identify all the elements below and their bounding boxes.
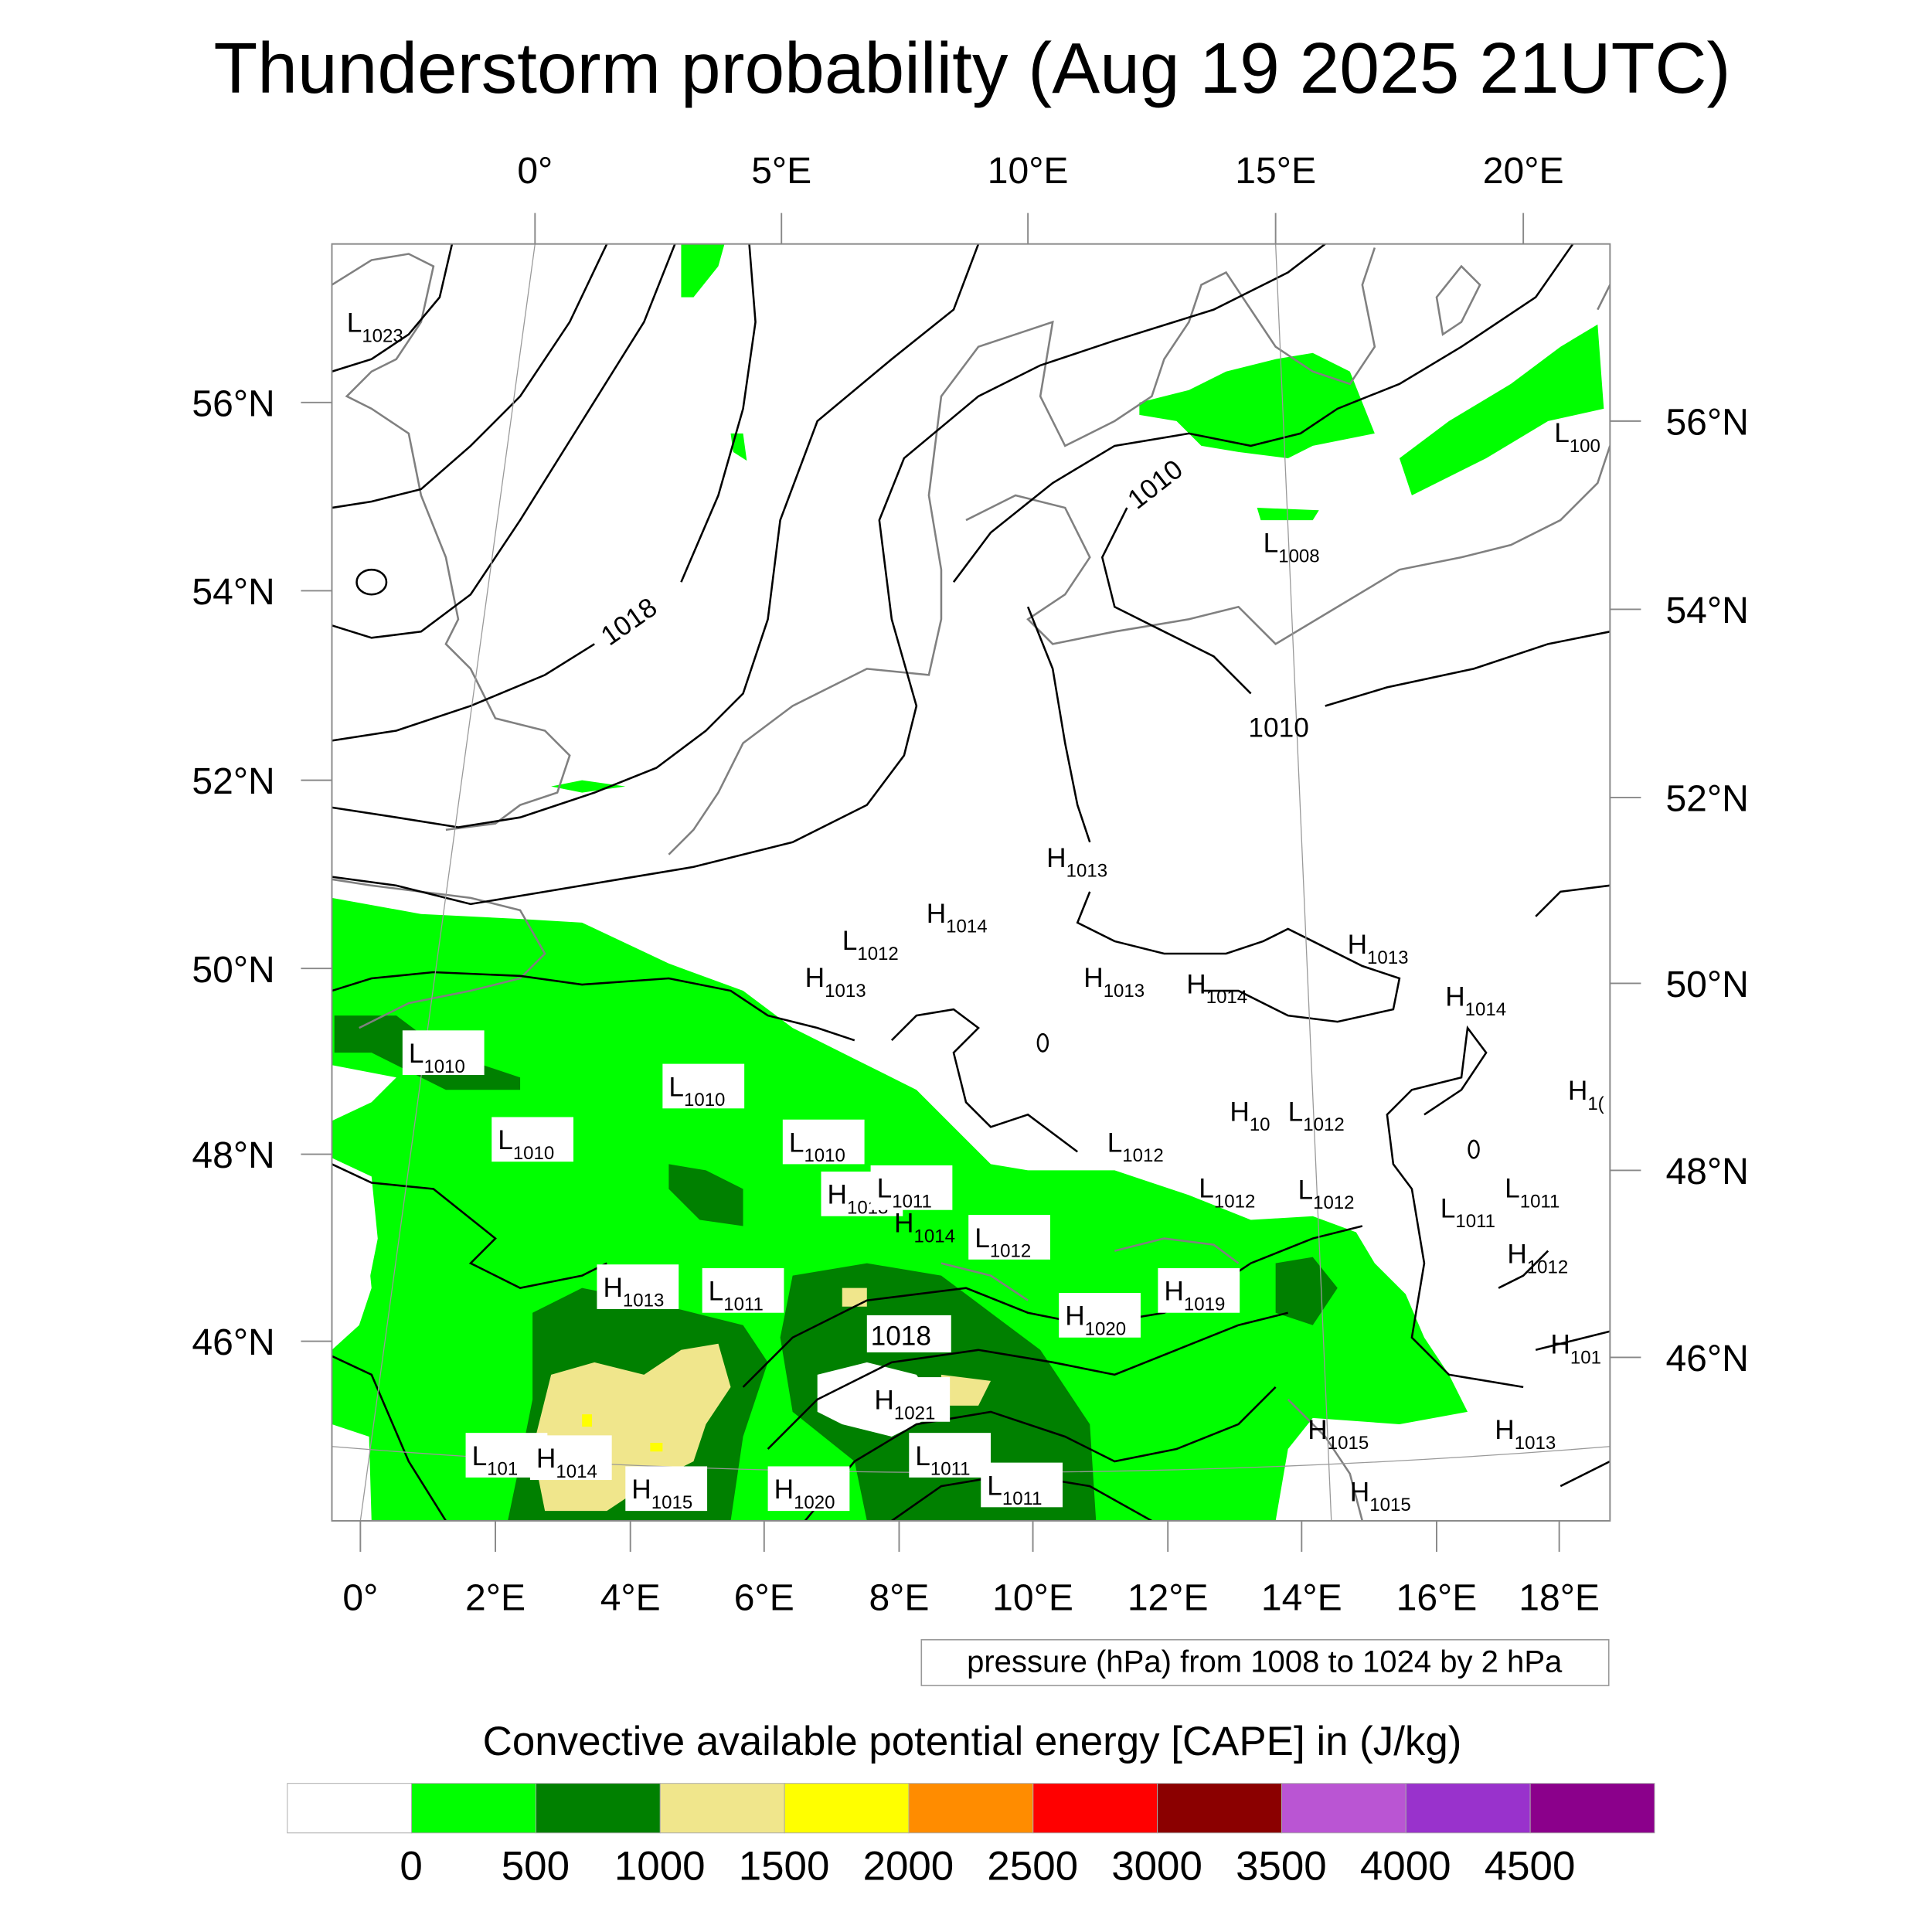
colorbar-swatch	[1405, 1783, 1531, 1834]
colorbar-swatch	[659, 1783, 785, 1834]
top-axis-label: 10°E	[988, 150, 1069, 192]
left-axis-label: 54°N	[192, 571, 274, 613]
low-pressure-label: L1012	[968, 1215, 1050, 1262]
right-axis-label: 48°N	[1665, 1151, 1748, 1192]
colorbar-swatch	[1529, 1783, 1655, 1834]
figure-title: Thunderstorm probability (Aug 19 2025 21…	[214, 28, 1731, 108]
top-axis-label: 0°	[517, 150, 553, 192]
bottom-axis-label: 14°E	[1261, 1577, 1342, 1618]
high-pressure-label: H1020	[767, 1466, 850, 1513]
colorbar-label: 500	[502, 1844, 570, 1889]
colorbar-label: 4500	[1485, 1844, 1576, 1889]
right-axis-label: 52°N	[1665, 778, 1748, 820]
colorbar-label: 1500	[739, 1844, 830, 1889]
contour-label: 1010	[1248, 713, 1308, 743]
colorbar-label: 0	[400, 1844, 422, 1889]
left-axis-label: 50°N	[192, 949, 274, 991]
axis-ticks	[301, 213, 1641, 1553]
svg-text:H1013: H1013	[1348, 930, 1409, 968]
isobars	[332, 243, 1611, 1521]
bottom-axis-label: 4°E	[600, 1577, 661, 1618]
low-pressure-label: L1011	[870, 1165, 953, 1213]
right-axis-label: 50°N	[1665, 964, 1748, 1005]
map-frame	[331, 243, 1611, 1522]
colorbar-label: 2000	[863, 1844, 954, 1889]
cape-region-1000-1500	[532, 1287, 992, 1512]
high-pressure-label: H1019	[1158, 1268, 1240, 1315]
bottom-axis-label: 18°E	[1519, 1577, 1600, 1618]
low-pressure-label: L1011	[909, 1433, 992, 1480]
bottom-axis-label: 6°E	[734, 1577, 794, 1618]
low-pressure-label: L1010	[402, 1030, 485, 1077]
left-axis-label: 56°N	[192, 383, 274, 424]
top-axis-label: 5°E	[751, 150, 811, 192]
colorbar-label: 4000	[1360, 1844, 1451, 1889]
high-pressure-label: H1013	[1348, 930, 1409, 968]
colorbar-label: 2500	[987, 1844, 1078, 1889]
colorbar-label: 1000	[614, 1844, 706, 1889]
coastlines	[332, 247, 1611, 1521]
high-pressure-label: H1021	[868, 1377, 951, 1424]
colorbar-label: 3500	[1236, 1844, 1327, 1889]
bottom-axis-label: 12°E	[1128, 1577, 1209, 1618]
pressure-legend: pressure (hPa) from 1008 to 1024 by 2 hP…	[920, 1638, 1610, 1686]
left-axis-label: 46°N	[192, 1321, 274, 1363]
right-axis-label: 54°N	[1665, 590, 1748, 631]
colorbar-swatch	[1281, 1783, 1406, 1834]
left-axis-label: 48°N	[192, 1134, 274, 1176]
axis-tick-labels: 0° 5°E 10°E 15°E 20°E 56°N 54°N 52°N 50°N 48°N 46°…	[192, 150, 1748, 1618]
colorbar: 0 500 1000 1500 2000 2500 3000 3500 4000 4500	[287, 1783, 1655, 1889]
cape-region-1500-2000	[582, 1414, 663, 1452]
colorbar-title: Convective available potential energy [C…	[483, 1719, 1462, 1764]
colorbar-swatch	[287, 1783, 413, 1834]
high-pressure-label: H1015	[625, 1466, 708, 1513]
colorbar-label: 3000	[1111, 1844, 1202, 1889]
bottom-axis-label: 2°E	[465, 1577, 526, 1618]
low-pressure-label: L1010	[662, 1063, 745, 1111]
bottom-axis-label: 0°	[342, 1577, 378, 1618]
low-pressure-label: L1011	[981, 1462, 1063, 1509]
colorbar-swatch	[535, 1783, 661, 1834]
low-pressure-label: L1010	[782, 1119, 865, 1166]
low-pressure-label: L1010	[492, 1117, 573, 1164]
colorbar-swatch	[784, 1783, 910, 1834]
top-axis-label: 20°E	[1483, 150, 1564, 192]
high-pressure-label: H1020	[1059, 1293, 1141, 1340]
bottom-axis-label: 16°E	[1396, 1577, 1478, 1618]
bottom-axis-label: 10°E	[992, 1577, 1073, 1618]
right-axis-label: 56°N	[1665, 402, 1748, 444]
top-axis-label: 15°E	[1235, 150, 1316, 192]
left-axis-label: 52°N	[192, 760, 274, 802]
low-pressure-label: L1011	[702, 1268, 784, 1315]
cape-white-gap	[332, 1158, 378, 1344]
colorbar-swatch	[411, 1783, 536, 1834]
high-pressure-label: H1014	[529, 1435, 612, 1482]
contour-label-boxed: 1018	[871, 1321, 931, 1351]
high-pressure-label: H1013	[597, 1264, 679, 1311]
bottom-axis-label: 8°E	[869, 1577, 929, 1618]
colorbar-swatch	[1157, 1783, 1282, 1834]
colorbar-swatch	[908, 1783, 1034, 1834]
pressure-legend-text: pressure (hPa) from 1008 to 1024 by 2 hP…	[967, 1645, 1563, 1679]
colorbar-swatch	[1032, 1783, 1158, 1834]
right-axis-label: 46°N	[1665, 1338, 1748, 1379]
